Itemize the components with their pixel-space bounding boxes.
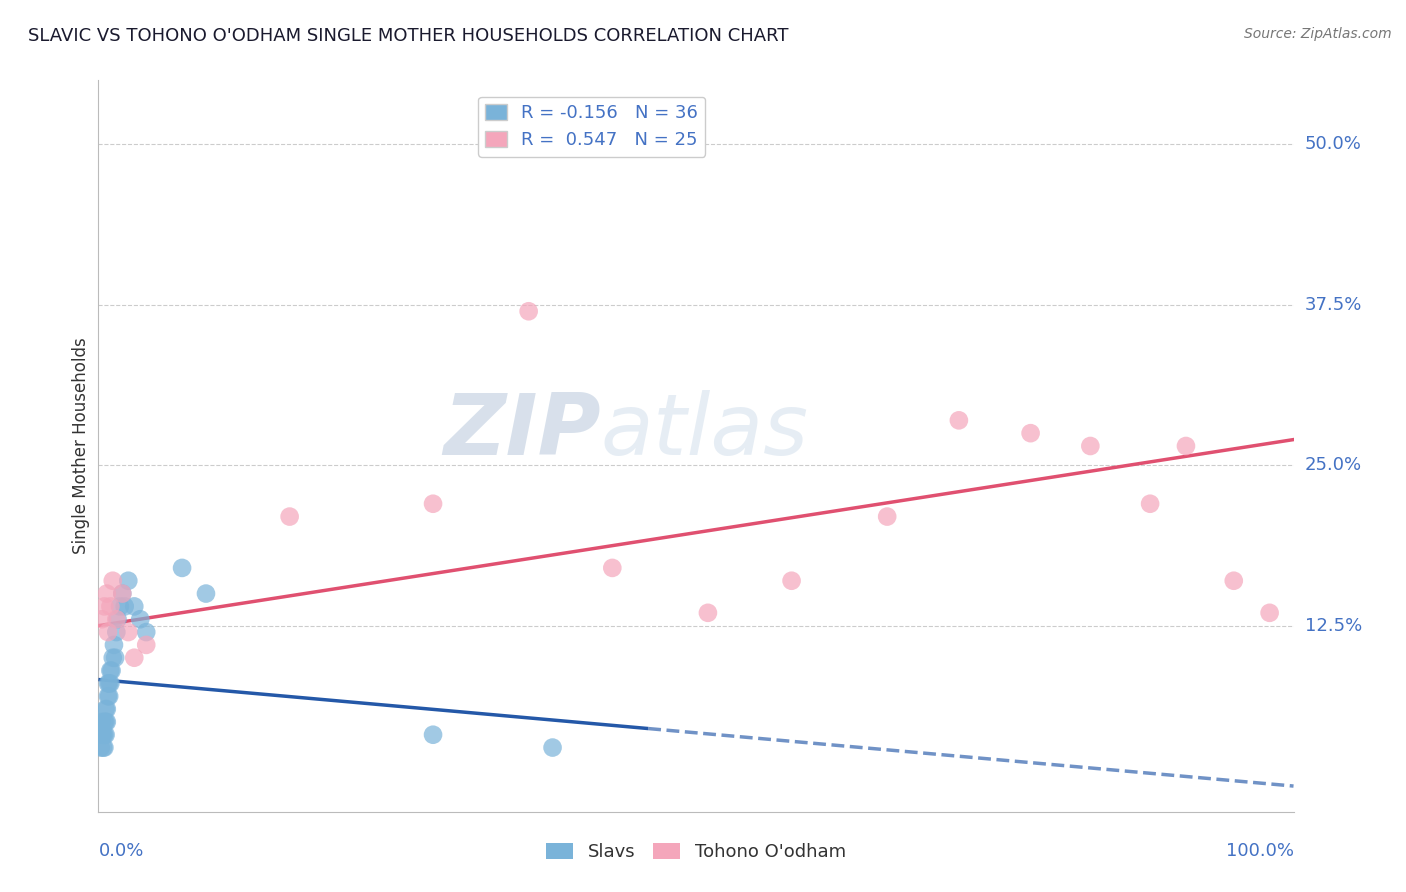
Point (117, 574, 139, 588)
Point (93, 728, 115, 742)
Text: Source: ZipAtlas.com: Source: ZipAtlas.com (1244, 27, 1392, 41)
Point (876, 509, 898, 524)
Point (105, 625, 128, 640)
Point (422, 497, 444, 511)
Point (96, 714, 118, 729)
Point (117, 625, 139, 640)
Point (94, 702, 117, 716)
Point (98, 690, 121, 704)
Point (101, 574, 124, 588)
Point (600, 561, 623, 575)
Point (135, 638, 157, 652)
Point (101, 650, 124, 665)
Point (194, 586, 217, 600)
Point (91, 714, 114, 729)
Point (97, 625, 120, 640)
Point (91, 728, 114, 742)
Point (111, 586, 134, 600)
Point (97, 690, 120, 704)
Point (98, 599, 122, 614)
Point (98, 676, 121, 690)
Point (780, 574, 803, 588)
Point (135, 625, 157, 640)
Point (124, 599, 146, 614)
Point (278, 509, 301, 524)
Point (105, 612, 128, 626)
Point (93, 599, 115, 614)
Point (107, 612, 129, 626)
Text: 37.5%: 37.5% (1305, 296, 1362, 314)
Point (97, 676, 120, 690)
Point (541, 740, 564, 755)
Point (104, 650, 127, 665)
Point (90, 740, 112, 755)
Point (114, 599, 136, 614)
Point (91, 740, 114, 755)
Point (1139, 497, 1161, 511)
Point (93, 740, 115, 755)
Text: ZIP: ZIP (443, 390, 600, 473)
Point (697, 606, 720, 620)
Y-axis label: Single Mother Households: Single Mother Households (72, 338, 90, 554)
Text: atlas: atlas (600, 390, 808, 473)
Point (1019, 426, 1042, 441)
Point (517, 304, 540, 318)
Point (1080, 439, 1102, 453)
Point (1222, 574, 1246, 588)
Point (94, 714, 117, 729)
Point (96, 702, 118, 716)
Point (100, 664, 122, 678)
Point (98, 664, 122, 678)
Point (129, 612, 152, 626)
Text: 0.0%: 0.0% (98, 842, 143, 860)
Point (93, 714, 115, 729)
Point (103, 638, 125, 652)
Text: 25.0%: 25.0% (1305, 456, 1362, 475)
Point (96, 586, 118, 600)
Point (111, 586, 134, 600)
Point (124, 650, 146, 665)
Point (1175, 439, 1198, 453)
Point (1258, 606, 1281, 620)
Text: 100.0%: 100.0% (1226, 842, 1294, 860)
Text: 12.5%: 12.5% (1305, 616, 1362, 634)
Point (91, 612, 114, 626)
Point (91, 728, 114, 742)
Text: SLAVIC VS TOHONO O'ODHAM SINGLE MOTHER HOUSEHOLDS CORRELATION CHART: SLAVIC VS TOHONO O'ODHAM SINGLE MOTHER H… (28, 27, 789, 45)
Point (948, 413, 970, 427)
Text: 50.0%: 50.0% (1305, 136, 1361, 153)
Point (98, 676, 122, 690)
Point (172, 561, 194, 575)
Legend: Slavs, Tohono O'odham: Slavs, Tohono O'odham (538, 836, 853, 869)
Point (422, 728, 444, 742)
Point (108, 599, 131, 614)
Point (94, 728, 117, 742)
